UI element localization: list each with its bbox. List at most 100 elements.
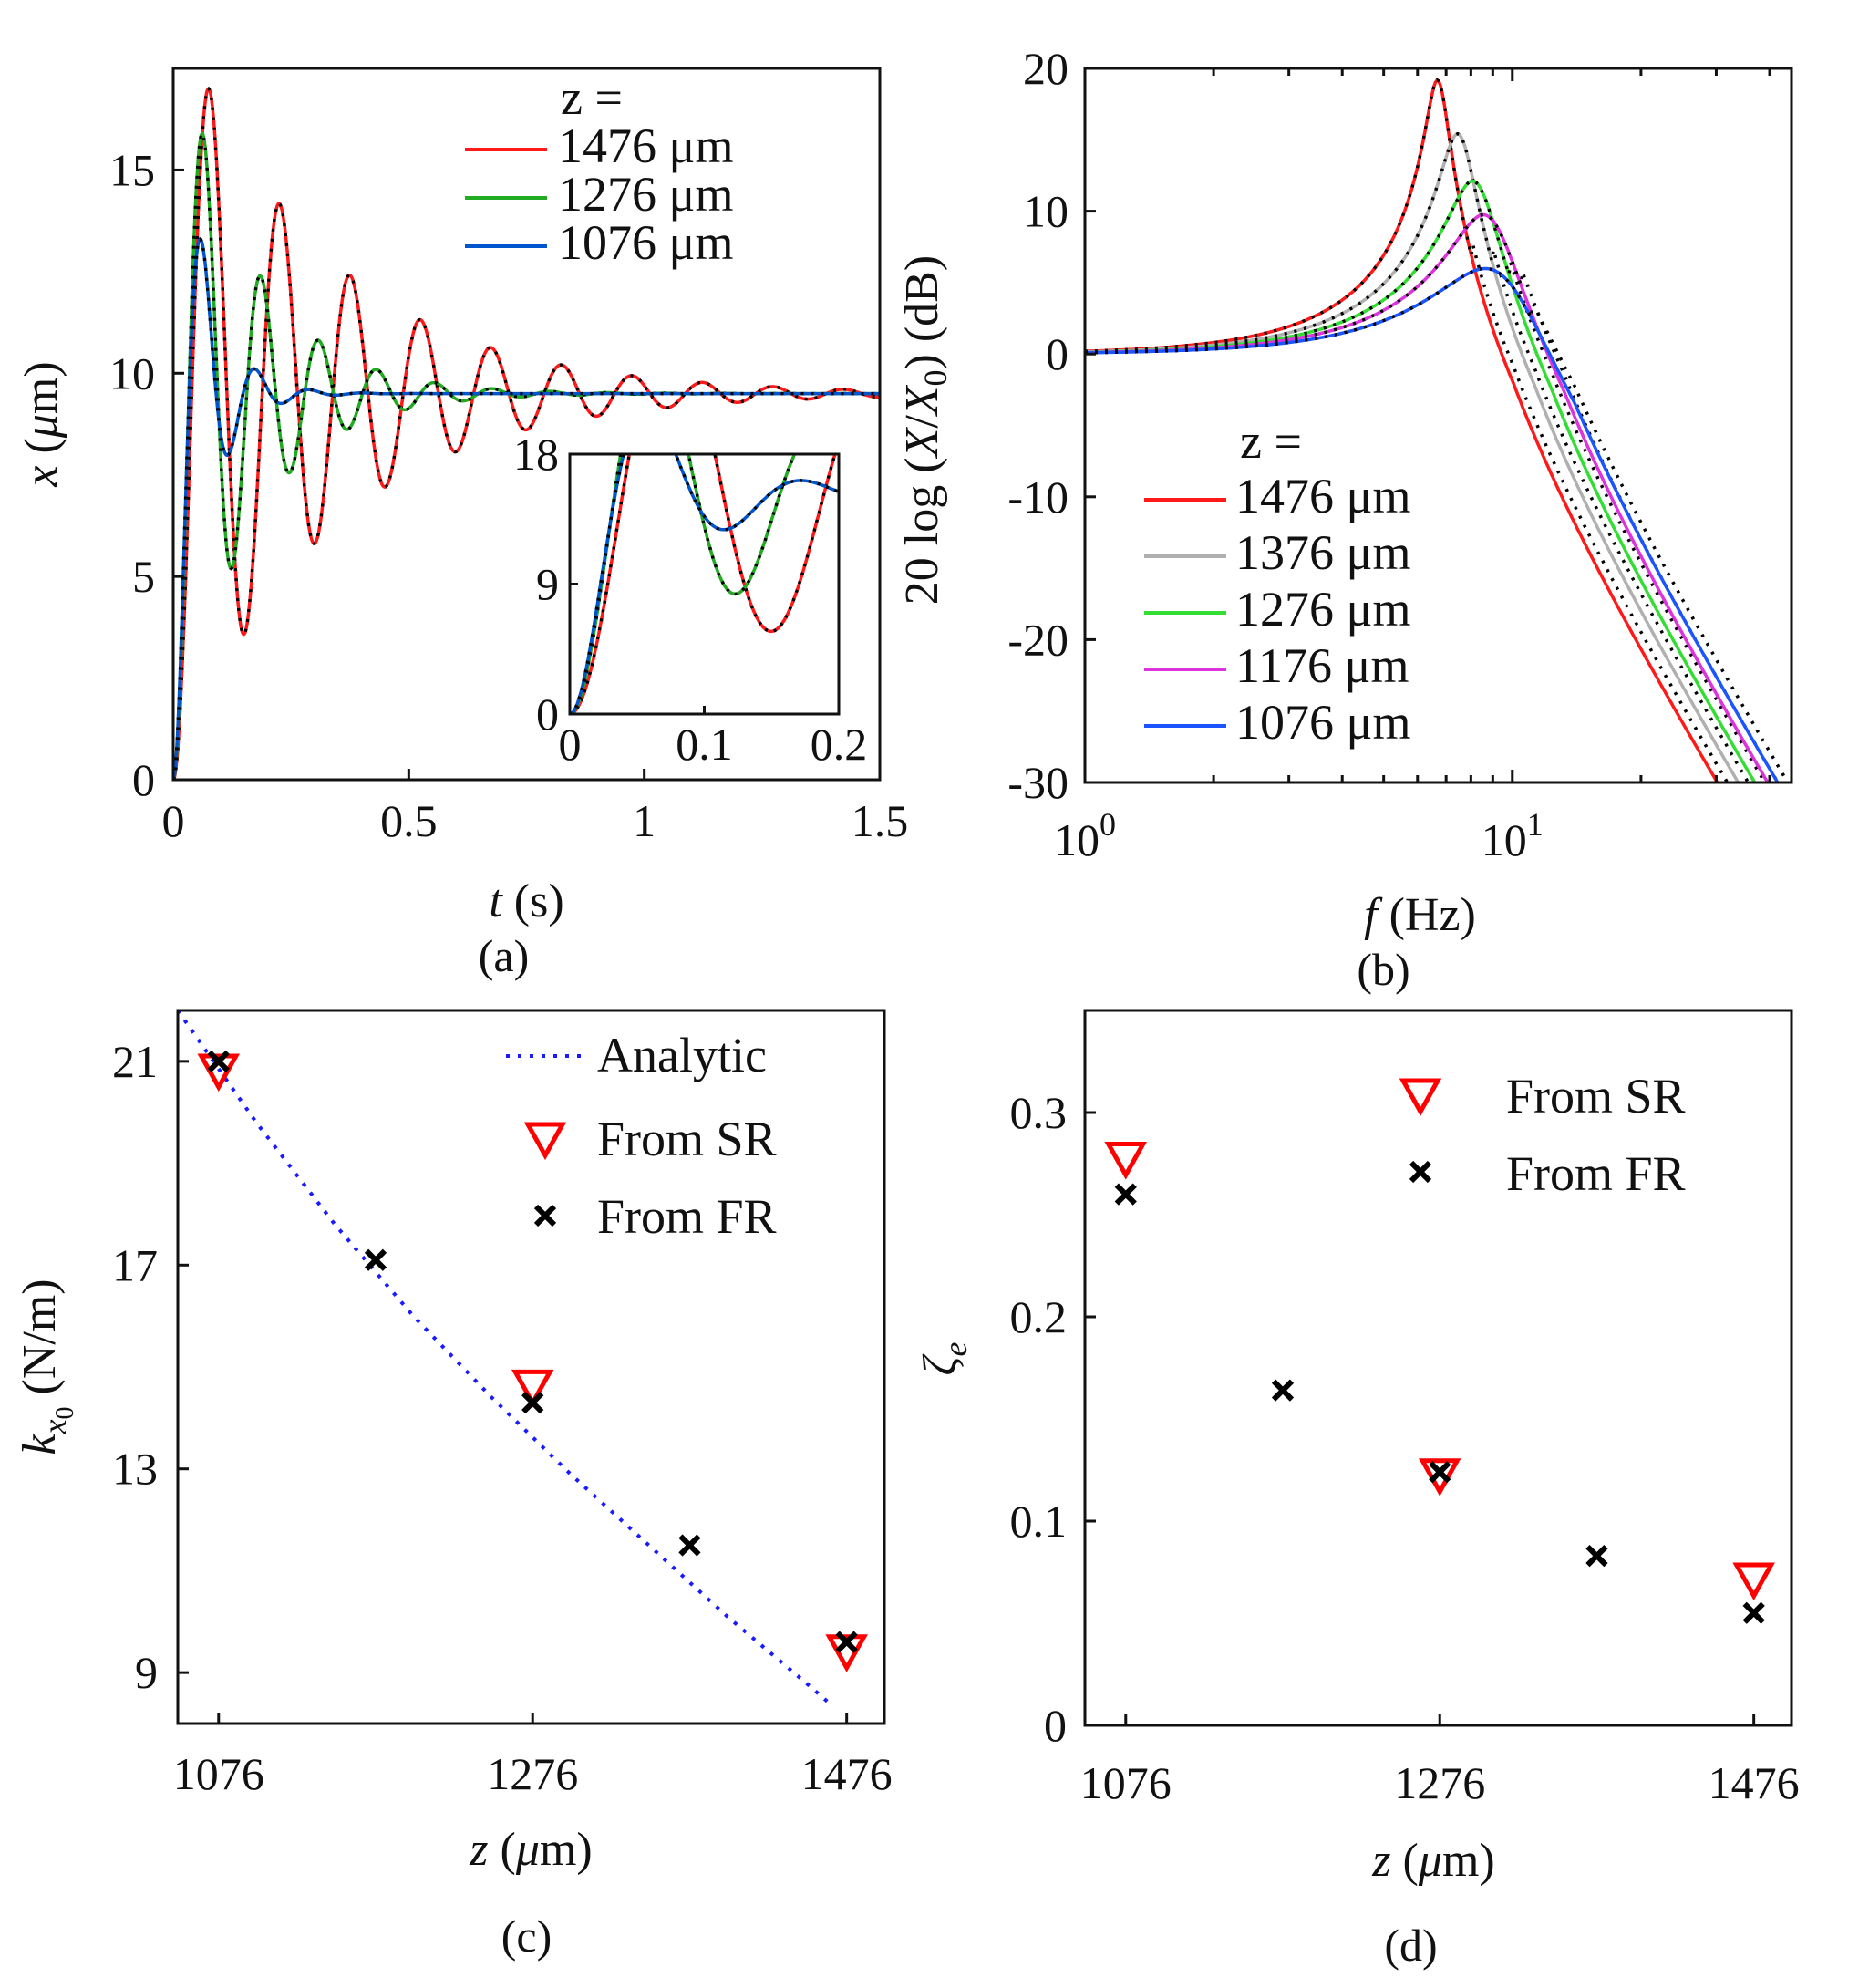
cross-b — [678, 1534, 701, 1557]
marker-from-fr — [364, 1248, 387, 1271]
y-tick-label: 9 — [135, 1647, 158, 1698]
x-tick-label: 1476 — [1709, 1757, 1800, 1808]
series-line-2 — [1085, 179, 1757, 782]
x-tick-label: 1 — [633, 795, 656, 846]
x-label-unit: (s) — [502, 875, 564, 927]
legend-label: From SR — [1506, 1069, 1686, 1123]
marker-from-sr — [511, 1369, 554, 1408]
marker-from-fr — [678, 1534, 701, 1557]
y-tick-label: 5 — [132, 551, 155, 602]
marker-from-sr — [1399, 1078, 1442, 1117]
legend-label: Analytic — [597, 1028, 767, 1082]
cross-b — [1271, 1379, 1295, 1402]
cross-b — [521, 1391, 544, 1414]
y-label-unit: (N/m) — [14, 1279, 66, 1406]
inset-x-tick-label: 0.1 — [676, 719, 733, 770]
marker-from-fr — [521, 1391, 544, 1414]
inset-plot — [570, 454, 839, 714]
legend-label: 1476 μm — [1235, 469, 1410, 523]
x-tick-label: 1076 — [173, 1748, 264, 1799]
series-line-1 — [1085, 131, 1740, 782]
y-label-sub: e — [937, 1341, 974, 1356]
y-label-mu: μ — [15, 414, 67, 439]
cross-b — [1585, 1544, 1608, 1568]
y-label-sub: x — [36, 1419, 73, 1434]
y-tick-label: 10 — [1023, 186, 1069, 237]
x-tick-label: 100 — [1054, 806, 1116, 865]
x-label-unit: ( — [489, 1824, 516, 1876]
marker-from-fr — [533, 1204, 557, 1227]
axes-frame — [1083, 67, 1793, 784]
x-tick-label: 1.5 — [852, 795, 909, 846]
x-label-mu: μ — [515, 1824, 540, 1876]
y-label-part: / — [896, 415, 948, 429]
y-tick-label: 10 — [109, 347, 155, 399]
marker-from-sr — [825, 1634, 868, 1672]
marker-from-fr — [835, 1631, 858, 1653]
y-label-part: X — [896, 384, 948, 417]
marker-from-sr — [197, 1053, 241, 1092]
legend-label: 1276 μm — [1235, 582, 1410, 637]
y-label-part: 0 — [917, 369, 954, 386]
marker-from-sr — [1732, 1562, 1775, 1601]
y-tick-label: 21 — [112, 1036, 158, 1087]
inset-y-tick-label: 9 — [536, 559, 559, 610]
marker-from-sr — [523, 1122, 567, 1161]
fit-dotted-3 — [1085, 212, 1780, 782]
y-tick-label: 0 — [1046, 328, 1069, 379]
x-axis-label: z (μm) — [469, 1824, 592, 1876]
y-tick-label: 0.3 — [1010, 1087, 1068, 1138]
y-label-unit: ( — [15, 438, 67, 465]
cross-b — [1742, 1601, 1765, 1624]
cross-b — [1409, 1160, 1432, 1184]
x-tick-label: 0 — [162, 795, 185, 846]
x-tick-label: 0.5 — [380, 795, 438, 846]
fit-dotted-0 — [1085, 78, 1730, 782]
panel-d: 1076 1276 1476 0 0.1 0.2 0.3 z (μm) ζe (d) From SR… — [914, 1009, 1800, 1971]
x-label-var: z — [1371, 1835, 1390, 1887]
cross-b — [835, 1631, 858, 1653]
legend-label: From FR — [597, 1189, 777, 1244]
marker-from-sr — [1418, 1458, 1461, 1496]
y-tick-label: -20 — [1007, 614, 1069, 665]
x-tick-label: 1076 — [1080, 1757, 1172, 1808]
y-tick-label: -10 — [1007, 471, 1069, 523]
tick-base: 10 — [1054, 814, 1100, 865]
y-tick-label: 0 — [1044, 1700, 1067, 1751]
tick-base: 10 — [1482, 814, 1527, 865]
plot-area — [1085, 78, 1790, 782]
x-tick-label: 1276 — [1394, 1757, 1485, 1808]
x-label-m: m) — [540, 1824, 593, 1876]
y-label-part: 20 log ( — [896, 457, 948, 605]
x-label-mu: μ — [1418, 1835, 1442, 1887]
y-label-var: k — [14, 1434, 66, 1455]
cross-b — [1114, 1183, 1137, 1206]
y-label-m: m) — [15, 361, 67, 414]
inset-x-tick-label: 0 — [559, 719, 582, 770]
y-label-part: X — [896, 426, 948, 459]
marker-from-fr — [1585, 1544, 1608, 1568]
marker-from-fr — [1114, 1183, 1137, 1206]
legend-label: From SR — [597, 1112, 777, 1166]
x-tick-label: 1476 — [801, 1748, 893, 1799]
x-label-var: z — [469, 1824, 488, 1876]
y-label-var: ζ — [914, 1354, 966, 1376]
y-label-subsub: 0 — [51, 1407, 79, 1420]
y-axis-label: x (μm) — [15, 361, 67, 487]
y-axis-label: 20 log (X/X0) (dB) — [896, 255, 954, 605]
legend-title: z = — [561, 70, 623, 125]
cross-b — [533, 1204, 557, 1227]
x-axis-label: z (μm) — [1371, 1835, 1494, 1887]
panel-label: (d) — [1384, 1920, 1437, 1971]
series-line-3 — [1085, 212, 1770, 782]
x-tick-label: 101 — [1482, 806, 1544, 865]
fit-dotted-2 — [173, 237, 880, 780]
inset-y-tick-label: 0 — [536, 689, 559, 740]
axes-frame — [1083, 1009, 1793, 1727]
legend-label: 1276 μm — [558, 167, 733, 222]
y-tick-label: 15 — [109, 144, 155, 195]
x-tick-label: 1276 — [487, 1748, 578, 1799]
marker-from-fr — [1271, 1379, 1295, 1402]
